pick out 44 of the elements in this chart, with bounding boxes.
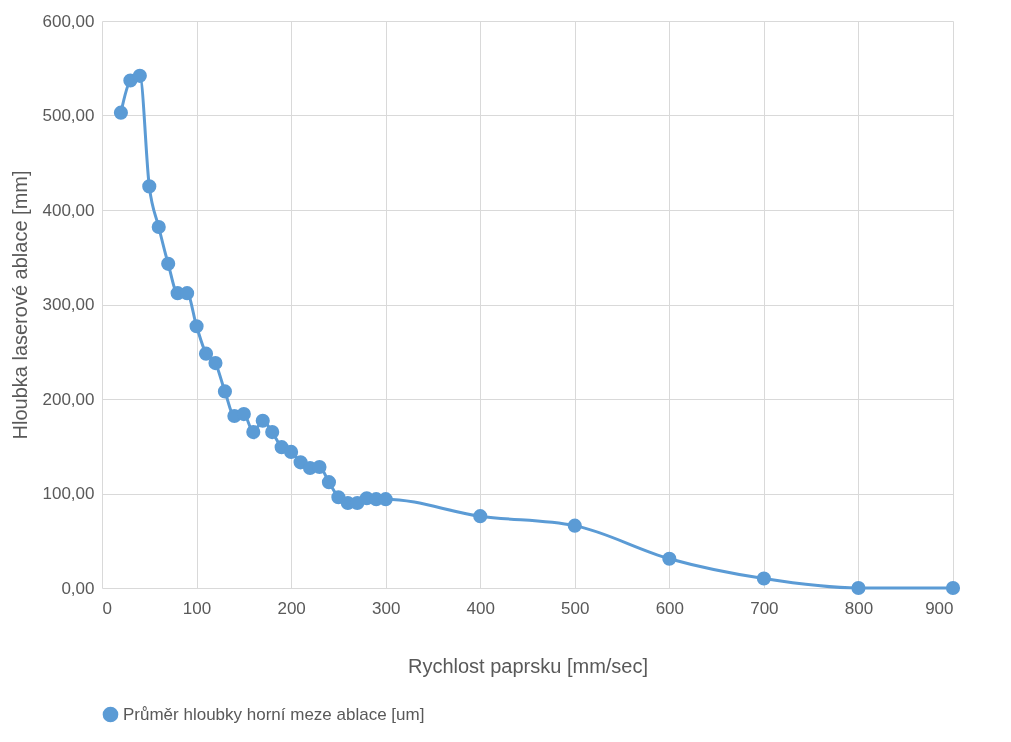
x-axis-title: Rychlost paprsku [mm/sec] <box>407 654 649 677</box>
x-tick-label: 400 <box>466 598 495 618</box>
point <box>255 413 270 428</box>
point <box>851 580 866 596</box>
point <box>217 384 232 399</box>
y-tick-label: 300,00 <box>42 295 95 314</box>
point <box>567 518 582 533</box>
point <box>189 319 204 334</box>
x-tick-label: 900 <box>925 598 954 618</box>
point <box>321 475 336 490</box>
point <box>236 407 251 422</box>
point <box>142 179 157 194</box>
x-tick-label: 800 <box>844 598 874 618</box>
x-tick-label: 100 <box>182 598 212 618</box>
point <box>265 425 280 440</box>
point <box>284 444 299 459</box>
point <box>312 459 327 475</box>
x-tick-label: 500 <box>561 598 590 618</box>
point <box>161 256 176 271</box>
x-tick-label: 600 <box>655 598 685 618</box>
point <box>208 356 223 371</box>
point <box>945 580 961 596</box>
point <box>378 492 393 507</box>
point <box>662 551 677 566</box>
y-tick-label: 0,00 <box>61 578 95 598</box>
x-tick-label: 200 <box>277 598 306 618</box>
point <box>151 219 166 235</box>
point <box>180 286 195 301</box>
y-tick-label: 400,00 <box>42 200 95 220</box>
x-tick-label: 300 <box>371 598 401 618</box>
x-tick-label: 0 <box>102 598 112 618</box>
y-tick-label: 200,00 <box>42 389 95 409</box>
point <box>132 68 147 83</box>
y-tick-label: 500,00 <box>42 106 95 125</box>
y-tick-label: 600,00 <box>42 11 95 31</box>
point <box>756 571 771 586</box>
point <box>113 105 128 120</box>
legend-label: Průměr hloubky horní meze ablace [um] <box>123 704 425 724</box>
y-tick-label: 100,00 <box>42 484 95 503</box>
x-tick-label: 700 <box>750 598 779 618</box>
point <box>246 425 261 440</box>
point <box>198 346 214 361</box>
point <box>473 509 488 524</box>
y-axis-title: Hloubka laserové ablace [mm] <box>8 170 31 440</box>
